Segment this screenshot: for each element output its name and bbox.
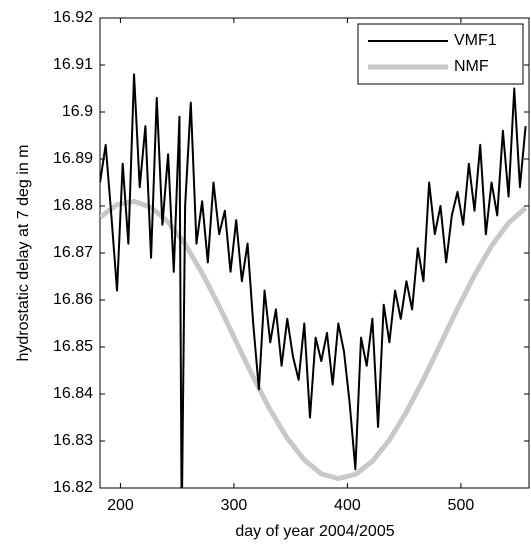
y-tick-label: 16.85 xyxy=(53,338,93,355)
x-tick-label: 400 xyxy=(334,497,361,514)
y-tick-label: 16.91 xyxy=(53,56,93,73)
series-line xyxy=(100,73,527,488)
y-tick-label: 16.89 xyxy=(53,150,93,167)
lines xyxy=(100,73,528,488)
y-tick-label: 16.86 xyxy=(53,291,93,308)
y-tick-label: 16.87 xyxy=(53,244,93,261)
y-tick-label: 16.83 xyxy=(53,432,93,449)
y-tick-label: 16.88 xyxy=(53,197,93,214)
x-tick-label: 300 xyxy=(221,497,248,514)
x-axis-label: day of year 2004/2005 xyxy=(235,523,394,540)
x-tick-label: 500 xyxy=(448,497,475,514)
y-tick-label: 16.9 xyxy=(62,103,93,120)
legend-box xyxy=(357,23,524,85)
plot-area xyxy=(99,17,530,489)
y-tick-label: 16.82 xyxy=(53,479,93,496)
x-tick-label: 200 xyxy=(107,497,134,514)
legend-label: NMF xyxy=(454,58,489,75)
y-axis-label: hydrostatic delay at 7 deg in m xyxy=(15,144,32,361)
y-tick-label: 16.84 xyxy=(53,385,93,402)
y-tick-label: 16.92 xyxy=(53,9,93,26)
legend-label: VMF1 xyxy=(454,32,497,49)
